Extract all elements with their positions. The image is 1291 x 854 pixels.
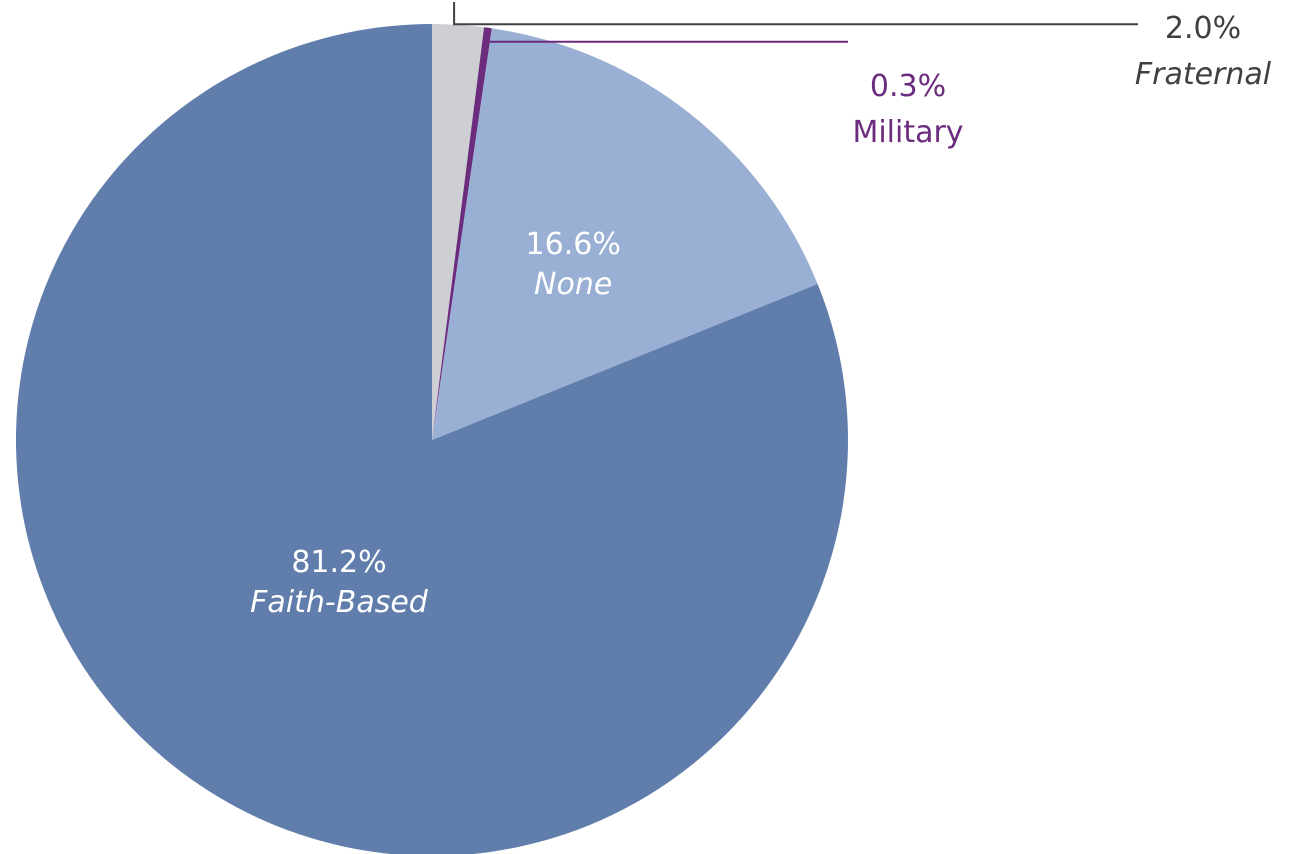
pie-slice-faith-based (16, 24, 848, 854)
slice-value-faith-based: 81.2% (291, 545, 386, 580)
slice-name-military: Military (852, 115, 963, 150)
slice-value-military: 0.3% (870, 69, 946, 104)
leader-line-fraternal (453, 2, 1138, 26)
slice-name-faith-based: Faith-Based (250, 585, 429, 620)
pie-slices (16, 23, 848, 854)
pie-slice-fraternal (432, 23, 485, 440)
slice-value-none: 16.6% (526, 227, 621, 262)
pie-slice-none (432, 28, 818, 441)
leader-lines (453, 2, 1138, 43)
slice-name-none: None (534, 267, 612, 302)
slice-labels: 2.0% Fraternal 0.3% Military 16.6% None 81.2% F… (250, 11, 1272, 620)
slice-name-fraternal: Fraternal (1135, 57, 1272, 92)
leader-line-military (487, 27, 848, 43)
slice-value-fraternal: 2.0% (1165, 11, 1241, 46)
pie-slice-military (432, 27, 492, 441)
